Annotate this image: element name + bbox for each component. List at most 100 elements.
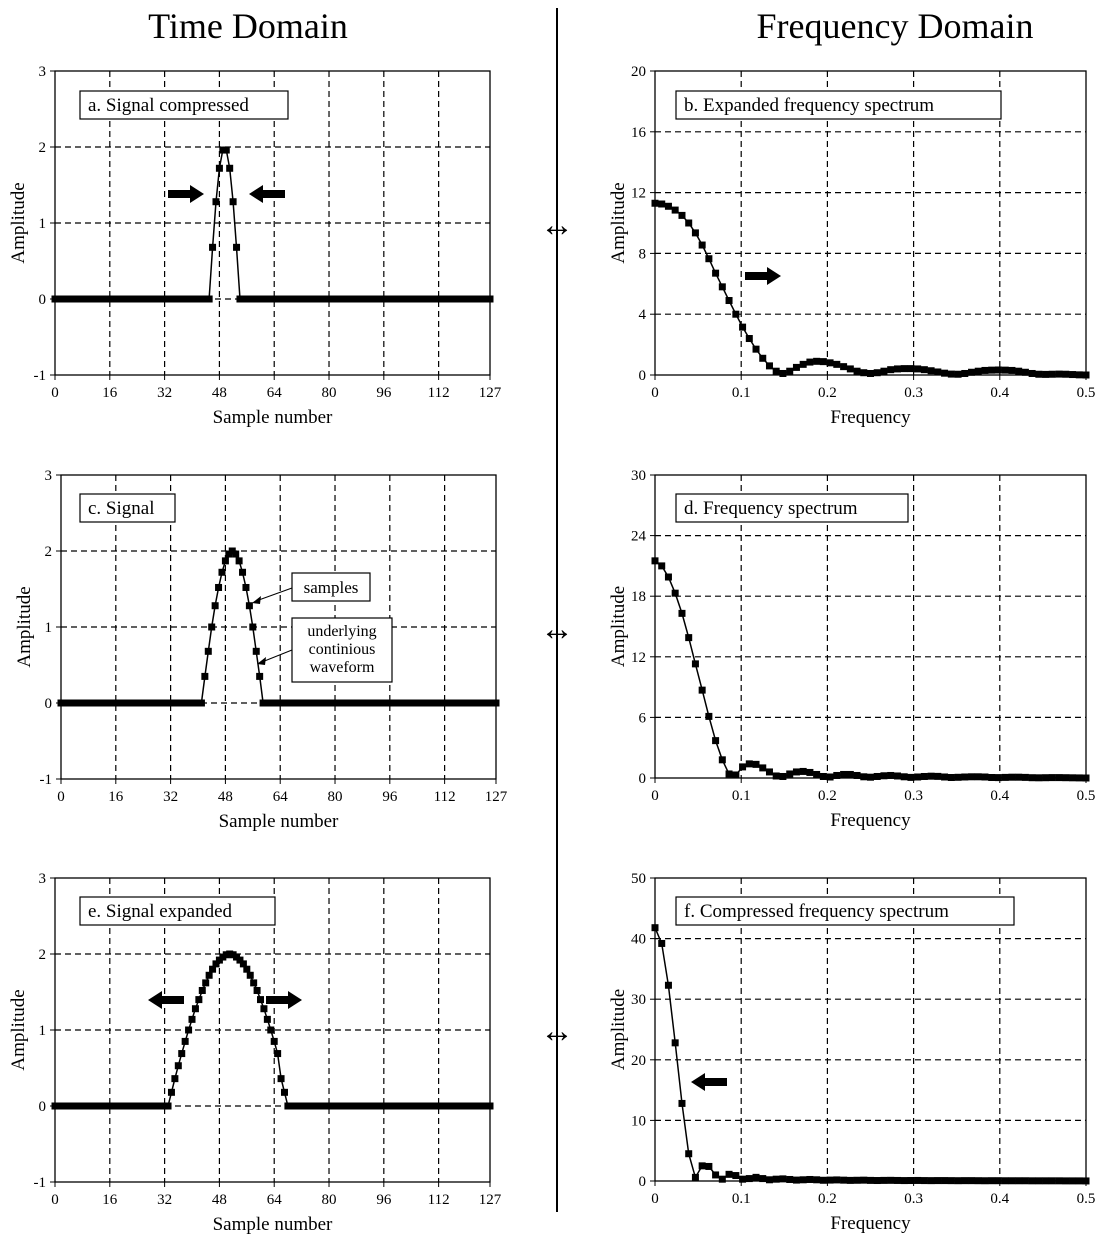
x-tick-label: 0.4: [990, 385, 1009, 401]
sample-point: [226, 164, 234, 172]
spectrum-point: [813, 770, 821, 778]
spectrum-point: [1075, 1177, 1083, 1185]
spectrum-point: [947, 370, 955, 378]
spectrum-point: [853, 771, 861, 779]
x-tick-label: 0: [57, 789, 65, 805]
sample-point: [236, 956, 244, 964]
x-tick-label: 16: [102, 1192, 118, 1208]
x-tick-label: 127: [479, 1192, 502, 1208]
spectrum-point: [651, 557, 659, 565]
spectrum-point: [1042, 370, 1050, 378]
spectrum-point: [907, 773, 915, 781]
expand-arrow-left-icon: [148, 991, 184, 1009]
annotation-samples: samples: [304, 578, 359, 597]
x-tick-label: 80: [322, 385, 337, 401]
chart-title-box: [79, 90, 289, 120]
y-tick-label: 0: [639, 1174, 647, 1190]
y-tick-label: 3: [39, 64, 47, 80]
spectrum-point: [705, 1162, 713, 1170]
spectrum-point: [968, 1177, 976, 1185]
spectrum-point: [1062, 774, 1070, 782]
spectrum-point: [685, 219, 693, 227]
x-tick-label: 0.3: [904, 1191, 923, 1207]
spectrum-point: [1001, 773, 1009, 781]
sample-point: [205, 295, 213, 303]
chart-d: 0 0.1 0.2 0.3 0.4 0.5 0 6 12 18 24 30 Frequency Ampli…: [608, 468, 1095, 831]
y-tick-label: 4: [639, 307, 647, 323]
spectrum-line: [654, 560, 1087, 779]
spectrum-point: [698, 1162, 706, 1170]
heading-time-domain: Time Domain: [148, 6, 348, 46]
spectrum-point: [691, 229, 699, 237]
sample-point: [256, 672, 264, 680]
y-axis-label: Amplitude: [608, 989, 629, 1070]
sample-point: [486, 295, 494, 303]
spectrum-point: [806, 1175, 814, 1183]
x-tick-label: 64: [267, 1192, 283, 1208]
x-tick-label: 0.3: [904, 788, 923, 804]
spectrum-point: [792, 1176, 800, 1184]
spectrum-point: [1048, 774, 1056, 782]
x-axis-label: Frequency: [830, 810, 911, 831]
chart-f: 0 0.1 0.2 0.3 0.4 0.5 0 10 20 30 40 50 Frequency Ampl…: [608, 871, 1095, 1234]
spectrum-point: [1021, 368, 1029, 376]
spectrum-point: [826, 359, 834, 367]
spectrum-point: [732, 771, 740, 779]
spectrum-point: [954, 370, 962, 378]
x-tick-label: 0.2: [818, 1191, 837, 1207]
chart-title: f. Compressed frequency spectrum: [684, 901, 949, 922]
y-axis-label: Amplitude: [608, 586, 629, 667]
spectrum-point: [1048, 370, 1056, 378]
y-tick-label: 2: [45, 544, 53, 560]
y-axis-label: Amplitude: [14, 586, 35, 667]
spectrum-point: [974, 367, 982, 375]
y-tick-label: 0: [39, 292, 47, 308]
spectrum-point: [961, 773, 969, 781]
sample-point: [205, 971, 213, 979]
sample-point: [209, 965, 217, 973]
x-tick-label: 96: [376, 1192, 392, 1208]
x-tick-label: 16: [108, 789, 124, 805]
spectrum-point: [671, 206, 679, 214]
spectrum-point: [732, 310, 740, 318]
x-tick-label: 127: [485, 789, 508, 805]
spectrum-point: [786, 770, 794, 778]
y-tick-label: -1: [34, 368, 47, 384]
spectrum-point: [914, 1176, 922, 1184]
x-tick-label: 64: [273, 789, 289, 805]
sample-point: [178, 1050, 186, 1058]
sample-point: [257, 996, 265, 1004]
sample-point: [181, 1037, 189, 1045]
spectrum-point: [759, 1175, 767, 1183]
y-tick-label: 10: [631, 1113, 646, 1129]
spectrum-point: [1048, 1177, 1056, 1185]
spectrum-point: [725, 1170, 733, 1178]
spectrum-point: [813, 1176, 821, 1184]
spectrum-point: [934, 368, 942, 376]
spectrum-point: [739, 763, 747, 771]
spectrum-point: [725, 297, 733, 305]
annotation-waveform-arrow-icon: [257, 657, 266, 665]
chart-title-box: [675, 896, 1015, 926]
spectrum-point: [1069, 371, 1077, 379]
x-axis-label: Sample number: [213, 407, 333, 428]
sample-point: [242, 583, 250, 591]
sample-point: [188, 1015, 196, 1023]
heading-frequency-domain: Frequency Domain: [757, 6, 1034, 46]
spectrum-point: [745, 335, 753, 343]
spectrum-point: [833, 771, 841, 779]
y-tick-label: -1: [34, 1175, 47, 1191]
spectrum-point: [779, 772, 787, 780]
spectrum-point: [914, 773, 922, 781]
spectrum-point: [1028, 774, 1036, 782]
x-tick-label: 96: [376, 385, 392, 401]
spectrum-point: [994, 774, 1002, 782]
spectrum-point: [1001, 366, 1009, 374]
spectrum-point: [927, 367, 935, 375]
annotation-waveform-line: waveform: [310, 659, 375, 676]
sample-point: [222, 146, 230, 154]
compress-arrow-left-icon: [249, 185, 285, 203]
sample-point: [280, 1088, 288, 1096]
